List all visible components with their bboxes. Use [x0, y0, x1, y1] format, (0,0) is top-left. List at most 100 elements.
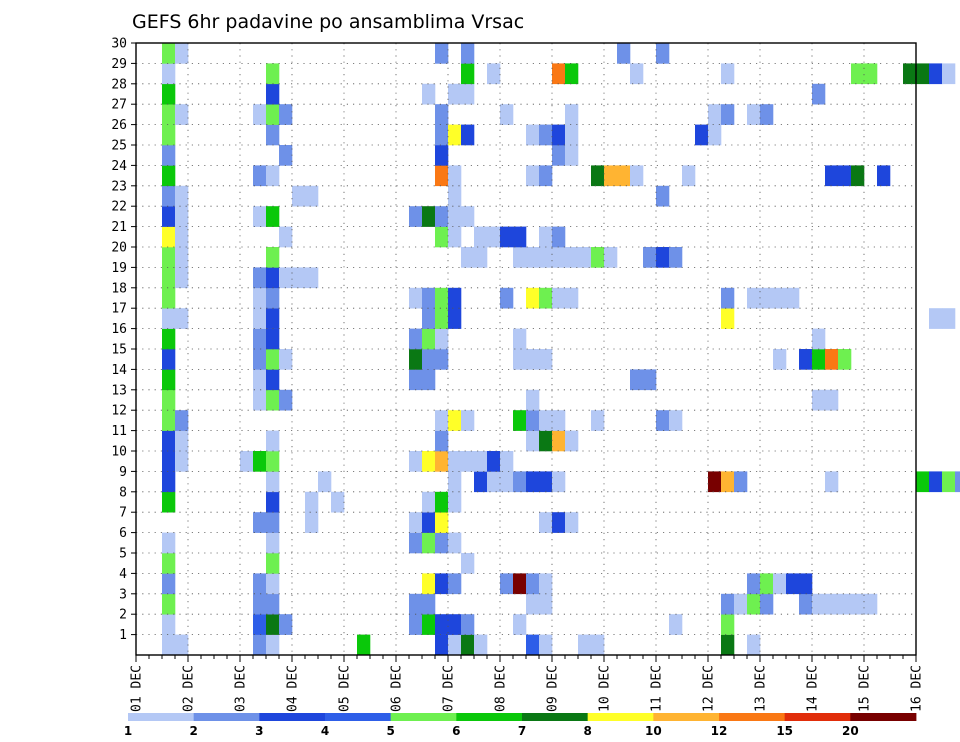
- heatmap-cell: [916, 471, 930, 493]
- heatmap-cell: [279, 145, 293, 166]
- heatmap-cell: [266, 206, 280, 227]
- heatmap-cell: [305, 185, 319, 207]
- heatmap-cell: [435, 512, 449, 533]
- x-tick-label: 13 DEC: [754, 665, 769, 712]
- heatmap-cell: [448, 614, 462, 635]
- heatmap-cell: [253, 573, 267, 595]
- legend-swatch: [784, 713, 851, 721]
- y-tick-label: 1: [119, 628, 127, 643]
- heatmap-cell: [552, 471, 566, 493]
- heatmap-cell: [773, 573, 787, 595]
- heatmap-cell: [708, 471, 722, 493]
- y-axis: 1234567891011121314151617181920212223242…: [111, 37, 136, 643]
- heatmap-cell: [786, 287, 800, 309]
- legend-label: 15: [776, 724, 793, 738]
- y-tick-label: 23: [111, 179, 127, 194]
- heatmap-cell: [253, 328, 267, 350]
- heatmap-cell: [422, 308, 436, 329]
- heatmap-cell: [175, 247, 189, 268]
- heatmap-cell: [175, 104, 189, 125]
- y-tick-label: 28: [111, 77, 127, 92]
- heatmap-cell: [435, 532, 449, 554]
- y-tick-label: 15: [111, 343, 127, 358]
- heatmap-cell: [721, 308, 735, 329]
- heatmap-cell: [409, 349, 423, 370]
- heatmap-cell: [630, 63, 644, 85]
- heatmap-cell: [162, 369, 176, 391]
- heatmap-cell: [526, 410, 540, 431]
- heatmap-cell: [682, 165, 696, 187]
- heatmap-cell: [526, 573, 540, 595]
- y-tick-label: 26: [111, 118, 127, 133]
- y-tick-label: 21: [111, 220, 127, 235]
- heatmap-cell: [409, 328, 423, 350]
- heatmap-cell: [929, 308, 943, 329]
- heatmap-cell: [422, 287, 436, 309]
- heatmap-cell: [448, 308, 462, 329]
- heatmap-cell: [253, 206, 267, 227]
- heatmap-cell: [539, 593, 553, 615]
- heatmap-cell: [513, 226, 527, 248]
- heatmap-cell: [513, 349, 527, 370]
- y-tick-label: 22: [111, 200, 127, 215]
- y-tick-label: 12: [111, 404, 127, 419]
- heatmap-cell: [734, 593, 748, 615]
- heatmap-cell: [448, 410, 462, 431]
- heatmap-cell: [175, 410, 189, 431]
- heatmap-cell: [565, 512, 579, 533]
- heatmap-cell: [825, 471, 839, 493]
- heatmap-cell: [266, 430, 280, 452]
- y-tick-label: 14: [111, 363, 127, 378]
- heatmap-cell: [435, 634, 449, 656]
- heatmap-cell: [422, 206, 436, 227]
- legend-swatch: [128, 713, 195, 721]
- heatmap-cell: [162, 226, 176, 248]
- heatmap-cell: [461, 43, 475, 64]
- chart-title: GEFS 6hr padavine po ansamblima Vrsac: [132, 11, 524, 33]
- heatmap-cell: [162, 206, 176, 227]
- heatmap-cell: [253, 369, 267, 391]
- heatmap-cell: [539, 512, 553, 533]
- heatmap-cell: [448, 124, 462, 146]
- heatmap-cell: [331, 491, 345, 513]
- heatmap-cell: [539, 247, 553, 268]
- heatmap-cell: [266, 349, 280, 370]
- heatmap-cell: [760, 573, 774, 595]
- heatmap-cell: [435, 226, 449, 248]
- heatmap-cell: [435, 410, 449, 431]
- heatmap-cell: [448, 491, 462, 513]
- heatmap-cell: [409, 287, 423, 309]
- heatmap-cell: [435, 614, 449, 635]
- heatmap-cell: [526, 430, 540, 452]
- heatmap-cell: [877, 165, 891, 187]
- x-tick-label: 01 DEC: [130, 665, 145, 712]
- heatmap-cell: [266, 389, 280, 411]
- heatmap-cell: [747, 287, 761, 309]
- x-tick-label: 03 DEC: [234, 665, 249, 712]
- heatmap-cell: [357, 634, 371, 656]
- x-tick-label: 08 DEC: [494, 665, 509, 712]
- legend-label: 5: [386, 724, 394, 738]
- y-tick-label: 5: [119, 547, 127, 562]
- heatmap-cell: [266, 267, 280, 289]
- heatmap-cell: [539, 349, 553, 370]
- heatmap-cell: [721, 471, 735, 493]
- y-tick-label: 20: [111, 241, 127, 256]
- heatmap-cell: [565, 287, 579, 309]
- heatmap-cell: [266, 532, 280, 554]
- heatmap-cell: [435, 573, 449, 595]
- heatmap-cell: [474, 247, 488, 268]
- heatmap-cell: [591, 165, 605, 187]
- heatmap-cell: [422, 573, 436, 595]
- x-tick-label: 15 DEC: [858, 665, 873, 712]
- heatmap-cell: [552, 145, 566, 166]
- heatmap-cell: [552, 226, 566, 248]
- heatmap-cell: [448, 226, 462, 248]
- heatmap-cell: [162, 43, 176, 64]
- heatmap-cell: [422, 328, 436, 350]
- heatmap-cell: [812, 83, 826, 105]
- heatmap-cell: [422, 349, 436, 370]
- heatmap-cell: [409, 593, 423, 615]
- heatmap-cell: [825, 165, 839, 187]
- heatmap-cell: [591, 410, 605, 431]
